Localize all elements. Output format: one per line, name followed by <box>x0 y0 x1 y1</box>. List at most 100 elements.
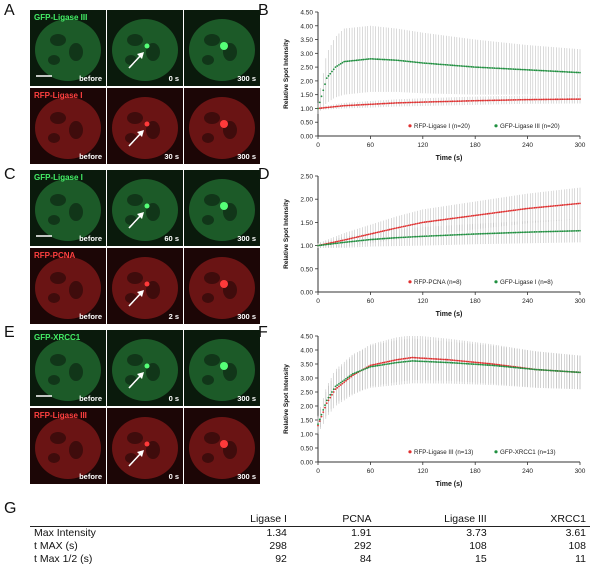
micrograph-tile: 2 s <box>107 248 183 324</box>
y-tick-label: 0.00 <box>300 460 313 467</box>
data-point <box>320 413 323 416</box>
data-point <box>435 63 438 65</box>
data-point <box>458 100 461 103</box>
data-point <box>551 230 553 233</box>
data-point <box>507 99 510 101</box>
nucleolus-shape <box>204 354 220 366</box>
data-point <box>336 242 339 245</box>
y-tick-label: 0.00 <box>300 290 313 297</box>
data-point <box>572 98 574 101</box>
data-point <box>453 217 456 220</box>
nucleolus-shape <box>127 432 143 444</box>
data-point <box>364 58 367 61</box>
data-point <box>552 369 555 372</box>
data-point <box>434 100 436 103</box>
data-point <box>542 369 545 371</box>
data-point <box>533 368 536 371</box>
x-tick-label: 300 <box>575 298 586 305</box>
data-point <box>430 220 433 223</box>
nucleolus-shape <box>69 363 83 381</box>
data-point <box>495 67 498 70</box>
data-point <box>502 99 505 102</box>
legend-marker <box>408 450 412 454</box>
data-point <box>397 361 400 364</box>
y-tick-label: 1.50 <box>300 220 313 227</box>
data-point <box>355 240 358 242</box>
data-point <box>572 371 574 373</box>
data-point <box>446 64 449 66</box>
data-point <box>331 393 333 396</box>
data-point <box>421 221 424 224</box>
data-point <box>448 234 450 237</box>
data-point <box>556 230 559 233</box>
series-points-1 <box>317 229 581 247</box>
data-point <box>509 99 512 101</box>
data-point <box>329 396 332 399</box>
data-point <box>463 65 466 68</box>
nucleus-shape <box>189 339 255 401</box>
data-point <box>554 230 557 233</box>
data-point <box>441 361 443 364</box>
timepoint-label: 300 s <box>237 234 256 243</box>
data-point <box>507 210 510 212</box>
data-point <box>528 98 531 101</box>
data-point <box>538 98 541 101</box>
data-point <box>331 242 333 245</box>
data-point <box>474 214 477 217</box>
data-point <box>421 360 424 363</box>
data-point <box>535 368 538 371</box>
data-point <box>427 357 429 360</box>
data-point <box>516 366 519 369</box>
data-point <box>533 98 536 101</box>
data-point <box>407 360 410 363</box>
data-point <box>484 66 487 69</box>
data-point <box>397 101 400 104</box>
data-point <box>404 236 407 239</box>
nucleolus-shape <box>48 453 60 463</box>
data-point <box>510 99 513 101</box>
timepoint-label: before <box>79 472 102 481</box>
data-point <box>428 357 431 360</box>
table-cell: t MAX (s) <box>34 540 78 552</box>
data-point <box>572 71 574 74</box>
legend-marker <box>494 124 498 128</box>
data-point <box>577 202 580 205</box>
data-point <box>559 98 562 101</box>
legend-marker <box>494 450 498 454</box>
data-point <box>362 368 365 371</box>
data-point <box>407 224 410 227</box>
data-point <box>327 243 330 246</box>
timepoint-label: before <box>79 394 102 403</box>
data-point <box>357 235 360 238</box>
data-point <box>488 232 491 235</box>
data-point <box>547 98 550 101</box>
data-point <box>448 100 450 103</box>
damage-spot <box>144 203 150 209</box>
data-point <box>386 360 389 363</box>
nucleolus-shape <box>50 112 66 124</box>
chart-f: 0.00 0.50 1.00 1.50 2.00 2.50 3.00 3.50 4.00 4.50… <box>270 330 590 490</box>
data-point <box>434 63 436 65</box>
data-point <box>558 230 560 233</box>
data-point <box>477 361 480 364</box>
data-point <box>491 212 494 215</box>
data-point <box>451 100 454 103</box>
data-point <box>565 203 567 206</box>
data-point <box>549 70 552 72</box>
y-tick-label: 4.00 <box>300 23 313 30</box>
data-point <box>399 101 401 104</box>
table-cell: 3.61 <box>565 527 586 539</box>
data-point <box>421 62 424 64</box>
data-point <box>503 232 506 234</box>
data-point <box>476 233 478 235</box>
data-point <box>352 374 354 377</box>
data-point <box>362 58 365 61</box>
data-point <box>500 232 503 234</box>
data-point <box>566 203 569 206</box>
data-point <box>503 365 506 368</box>
data-point <box>507 366 510 368</box>
nucleus-shape <box>112 339 178 401</box>
data-point <box>446 234 449 237</box>
data-point <box>521 208 524 211</box>
data-point <box>332 242 335 245</box>
